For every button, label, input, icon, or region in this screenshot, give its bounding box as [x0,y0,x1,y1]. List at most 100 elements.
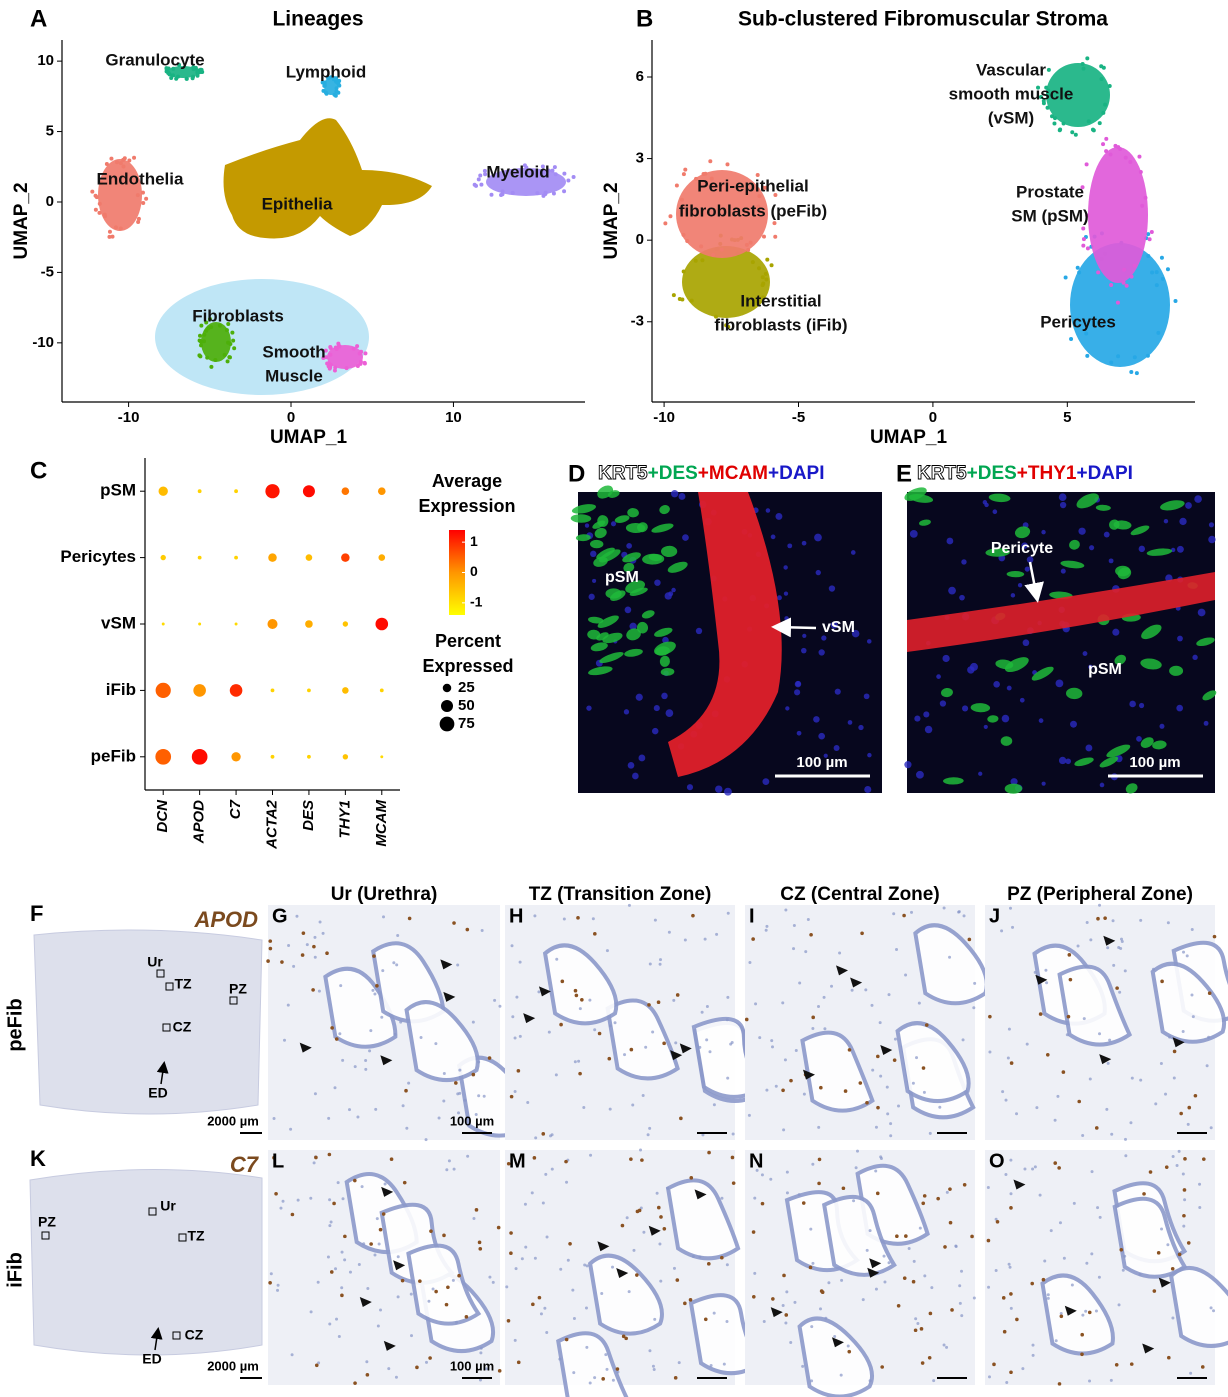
zone-box [178,1233,187,1242]
des-signal [571,504,596,514]
y-tick-label: vSM [101,613,136,632]
nucleus [651,1364,655,1368]
cluster-point [1036,85,1041,90]
nucleus [290,1353,294,1357]
nucleus [774,1084,778,1088]
nucleus [289,1127,293,1131]
nucleus [1035,1106,1039,1110]
cluster-blob [676,170,768,258]
nucleus [793,1300,797,1304]
stain-signal [615,1367,620,1371]
stain-signal [841,1186,846,1191]
stain-signal [516,1360,521,1365]
stain-signal [1212,934,1217,939]
cluster-point [1085,246,1090,251]
stain-label: KRT5+DES+MCAM+DAPI [598,463,825,484]
nucleus [866,639,872,644]
nucleus [1081,1133,1085,1137]
gene-label: APOD [193,907,258,932]
legend-title: Average [432,471,502,491]
nucleus [478,1378,482,1382]
nucleus [1177,635,1183,642]
nucleus [491,1280,495,1284]
nucleus [480,928,484,932]
nucleus [639,1206,643,1210]
nucleus [948,955,952,959]
des-signal [1060,560,1085,569]
nucleus [1123,969,1127,973]
nucleus [850,988,854,992]
nucleus [938,1105,942,1109]
stain-signal [817,1181,821,1186]
annotation: vSM [822,619,855,636]
stain-signal [950,1308,954,1312]
cluster-point [1116,354,1121,359]
cluster-point [744,242,749,247]
nucleus [972,1296,976,1300]
x-tick-label: DES [300,800,317,831]
stain-signal [576,916,580,920]
nucleus [1059,501,1067,509]
x-tick-label: ACTA2 [263,799,280,850]
dot [155,748,172,765]
nucleus [368,1049,372,1053]
nucleus [817,1004,821,1008]
cluster-point [1124,283,1129,288]
nucleus [1060,568,1066,574]
nucleus [646,1133,650,1137]
nucleus [936,674,941,679]
nucleus [792,923,796,927]
nucleus [1085,1261,1089,1265]
nucleus [1084,1309,1088,1313]
cluster-label: Epithelia [262,194,333,213]
nucleus [401,1104,405,1108]
nucleus [1094,1309,1098,1313]
zone-box [156,969,165,978]
nucleus [334,1267,338,1271]
panel-letter: D [568,460,585,487]
nucleus [1088,664,1093,670]
nucleus [333,1086,337,1090]
nucleus [1024,566,1030,572]
nucleus [1008,1265,1012,1269]
nucleus [394,1375,398,1379]
cluster-point [764,277,769,282]
nucleus [463,1098,467,1102]
nucleus [794,689,801,696]
stain-signal [801,1201,806,1205]
stain-signal [943,1245,947,1249]
nucleus [683,938,687,942]
dot [307,688,311,693]
nucleus [847,720,853,725]
nucleus [725,1319,729,1323]
stain-signal [896,1303,901,1308]
dot [307,754,311,759]
dot [342,621,349,627]
arrowhead [1172,1037,1185,1048]
nucleus [973,981,977,985]
cluster-point [207,316,212,321]
nucleus [1015,1112,1019,1116]
nucleus [770,1039,774,1043]
cluster-label: Muscle [265,366,323,385]
stain-signal [314,1155,318,1160]
nucleus [701,1133,705,1137]
nucleus [588,593,595,600]
scale-bar-label: 100 µm [796,754,847,771]
cluster-point [199,339,204,344]
cluster-point [551,191,556,196]
arrowhead [597,1241,610,1252]
stain-signal [400,1278,405,1283]
cluster-point [230,330,235,335]
nucleus [958,1301,962,1305]
nucleus [753,1271,757,1275]
nucleus [396,1295,400,1299]
stain-signal [573,988,578,993]
nucleus [942,1343,946,1347]
nucleus [748,961,752,965]
cluster-point [761,295,766,300]
nucleus [945,1345,949,1349]
gene-label: C7 [230,1152,260,1177]
nucleus [893,1037,897,1041]
dot [229,684,243,697]
